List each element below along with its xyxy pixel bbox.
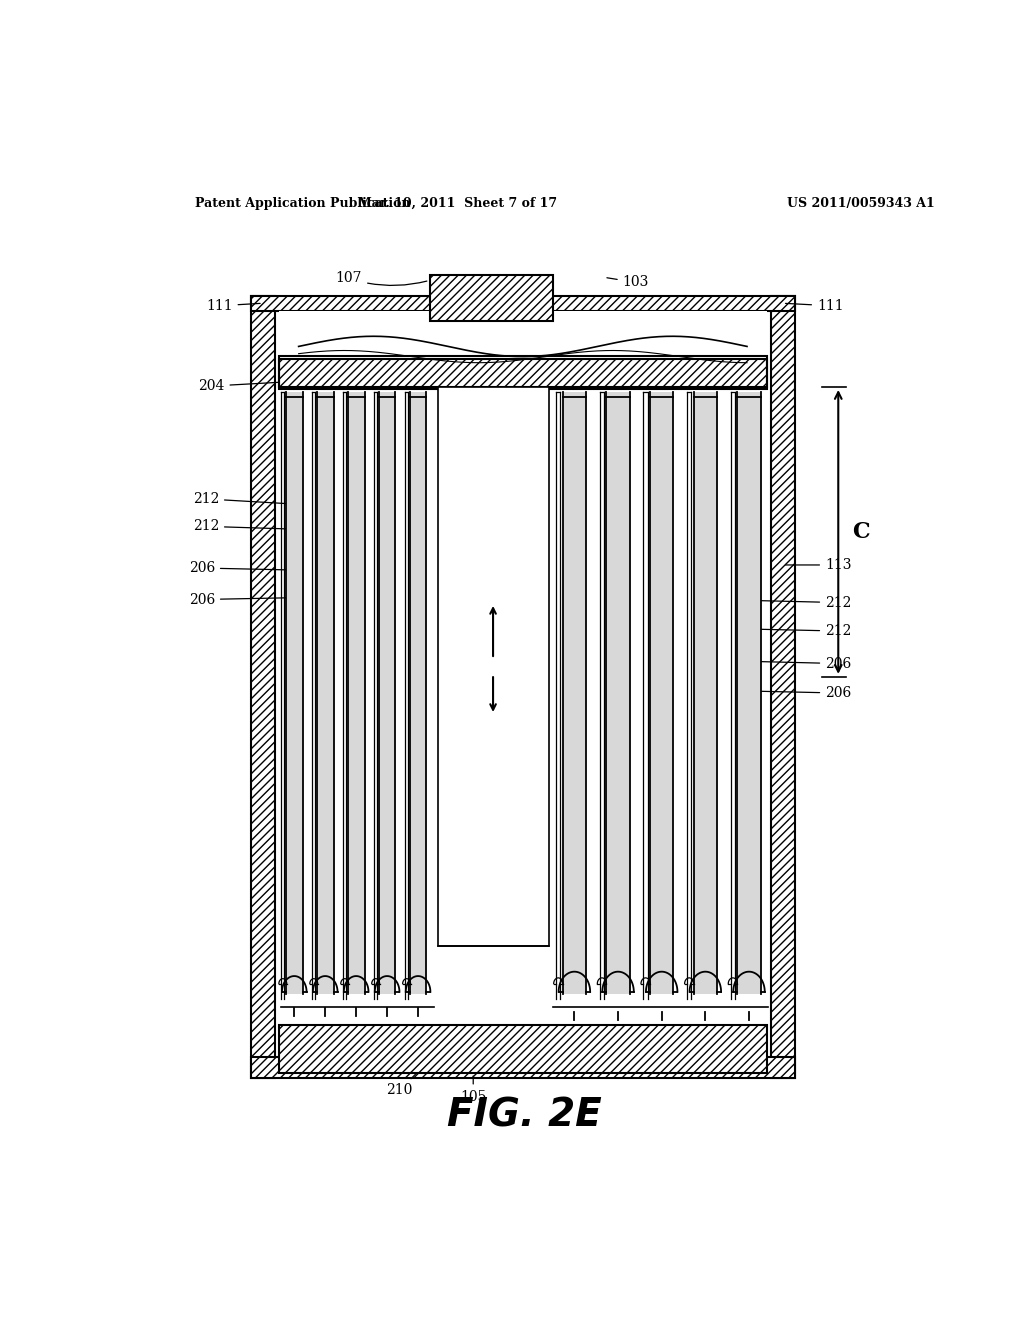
Text: 212: 212 xyxy=(750,624,852,638)
Bar xyxy=(650,392,674,994)
Text: 201: 201 xyxy=(507,663,537,676)
Text: 206: 206 xyxy=(188,561,292,576)
Bar xyxy=(274,312,771,1057)
Text: 109: 109 xyxy=(506,276,532,313)
Text: FIG. 2E: FIG. 2E xyxy=(447,1097,602,1135)
Bar xyxy=(437,387,549,946)
Text: 210: 210 xyxy=(386,1061,428,1097)
Text: 212: 212 xyxy=(193,519,300,533)
Bar xyxy=(771,296,795,1078)
Bar xyxy=(379,392,395,994)
Bar xyxy=(410,392,426,994)
Text: Mar. 10, 2011  Sheet 7 of 17: Mar. 10, 2011 Sheet 7 of 17 xyxy=(357,197,557,210)
Bar xyxy=(251,1057,795,1078)
Text: 107: 107 xyxy=(336,272,427,285)
Text: 206: 206 xyxy=(188,593,301,606)
Text: 105: 105 xyxy=(460,1076,486,1104)
Text: 103: 103 xyxy=(607,276,649,289)
Bar xyxy=(279,355,767,389)
Bar xyxy=(279,312,767,359)
Bar xyxy=(737,392,761,994)
Text: C: C xyxy=(853,521,870,543)
Bar xyxy=(279,1026,767,1073)
Text: 206: 206 xyxy=(750,686,851,700)
Bar xyxy=(562,392,586,994)
Text: 212: 212 xyxy=(193,492,290,506)
Text: 111: 111 xyxy=(206,298,260,313)
Text: Patent Application Publication: Patent Application Publication xyxy=(196,197,411,210)
Bar xyxy=(251,296,274,1078)
Bar xyxy=(606,392,630,994)
Text: 113: 113 xyxy=(785,558,852,572)
Text: 212: 212 xyxy=(758,595,852,610)
Bar xyxy=(693,392,717,994)
Bar xyxy=(316,392,334,994)
Text: US 2011/0059343 A1: US 2011/0059343 A1 xyxy=(786,197,935,210)
Text: 204: 204 xyxy=(198,379,282,393)
Text: 206: 206 xyxy=(760,656,851,671)
Bar xyxy=(251,296,795,312)
Bar xyxy=(430,276,553,321)
Bar xyxy=(279,359,767,387)
Bar xyxy=(348,392,365,994)
Text: 111: 111 xyxy=(785,298,844,313)
Bar xyxy=(286,392,303,994)
